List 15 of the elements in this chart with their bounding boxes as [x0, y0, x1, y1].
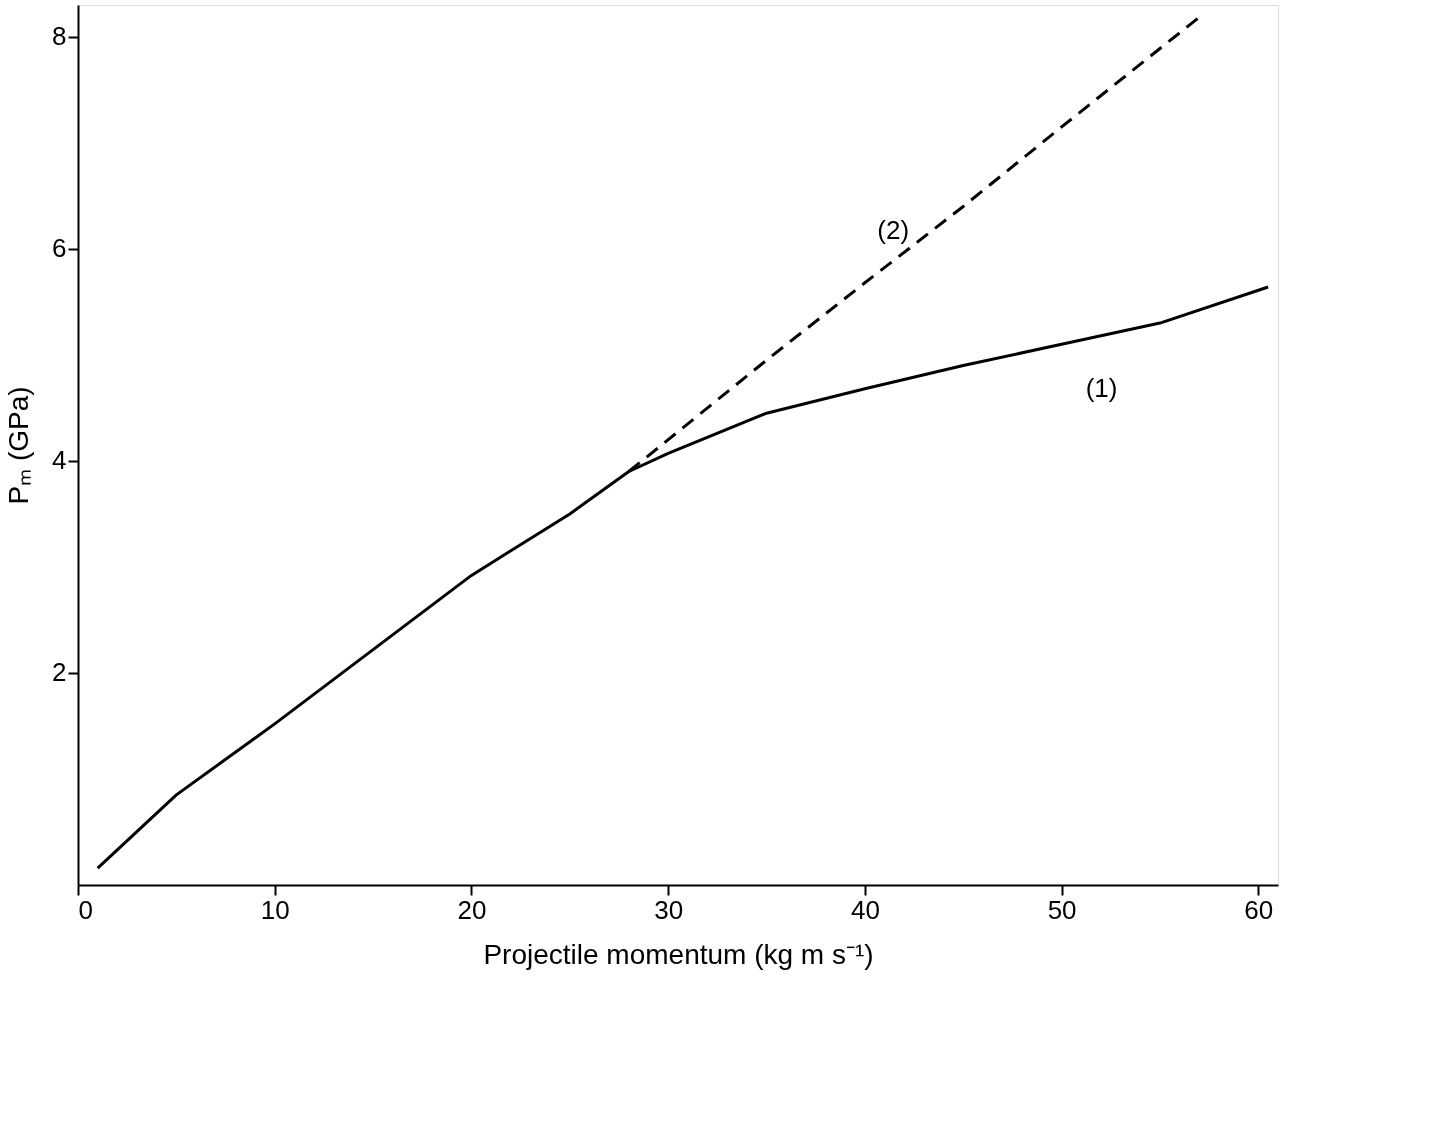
x-tick-label: 60 [1244, 894, 1274, 925]
x-tick-label: 40 [850, 894, 880, 925]
y-tick-label: 8 [52, 21, 67, 52]
series-label: (1) [1085, 373, 1118, 404]
x-tick-label: 50 [1047, 894, 1077, 925]
series-label: (2) [877, 215, 910, 246]
x-tick-label: 20 [457, 894, 487, 925]
x-tick-label: 30 [654, 894, 684, 925]
y-tick-label: 4 [52, 445, 67, 476]
y-tick-label: 2 [52, 657, 67, 688]
x-tick-label: 10 [260, 894, 290, 925]
y-tick-label: 6 [52, 233, 67, 264]
x-axis-title: Projectile momentum (kg m s⁻¹) [483, 938, 874, 970]
x-tick-label: 0 [78, 894, 93, 925]
y-axis-title: Pₘ (GPa) [3, 386, 35, 505]
